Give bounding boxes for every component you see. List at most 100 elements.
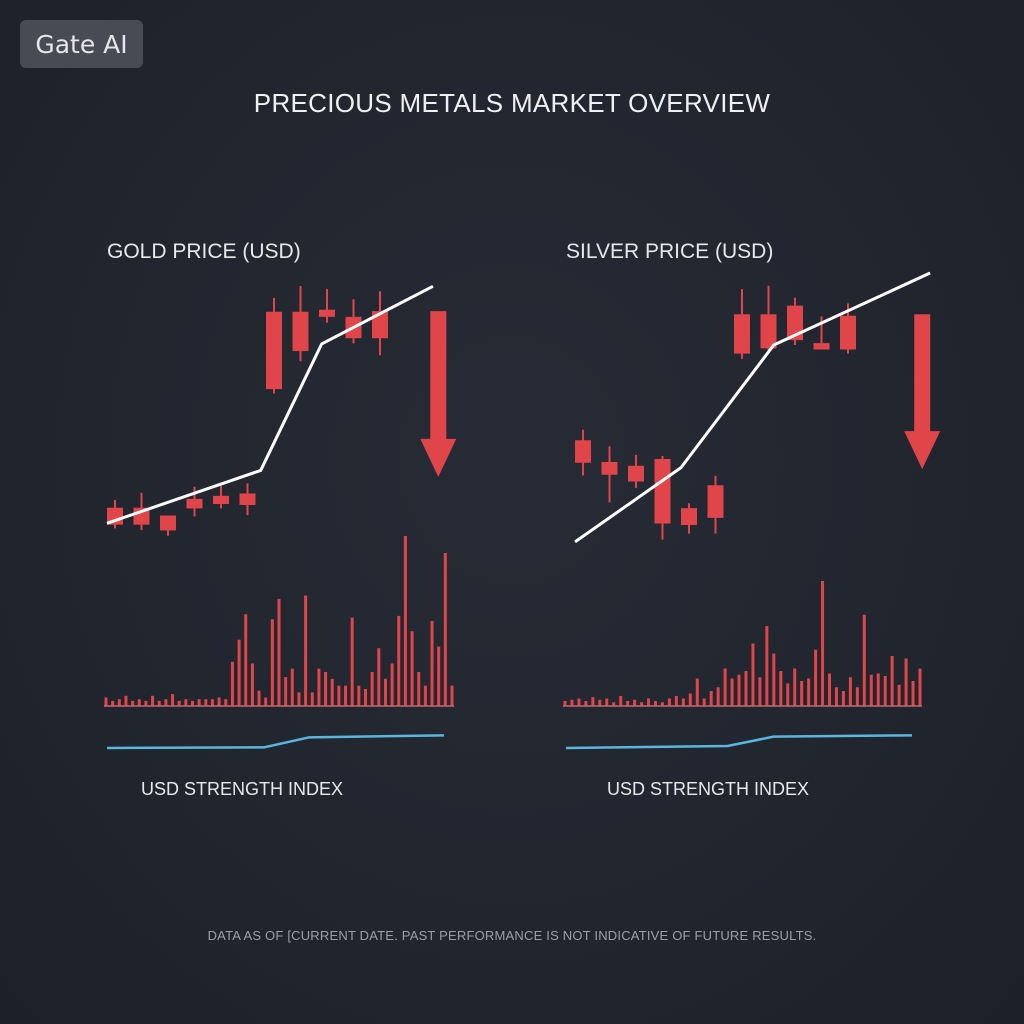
- volume-bar: [403, 536, 407, 706]
- volume-bar: [337, 685, 341, 706]
- volume-bar: [751, 643, 755, 706]
- volume-bar: [437, 646, 441, 706]
- volume-bar: [563, 701, 567, 706]
- candle-body: [160, 515, 176, 531]
- candle-body: [292, 311, 309, 352]
- volume-bar: [702, 698, 706, 706]
- volume-bar: [111, 700, 115, 706]
- volume-bar: [605, 698, 609, 706]
- volume-bar: [304, 595, 308, 706]
- candle-body: [239, 493, 256, 505]
- volume-bar: [667, 698, 671, 706]
- volume-bar: [647, 698, 651, 706]
- volume-bar: [230, 661, 234, 706]
- volume-bar: [277, 598, 281, 706]
- volume-bar: [383, 678, 387, 706]
- volume-bar: [772, 653, 776, 706]
- volume-bar: [709, 691, 713, 706]
- volume-bar: [184, 699, 188, 706]
- volume-bar: [177, 700, 181, 706]
- volume-bar: [828, 673, 832, 706]
- volume-bar: [765, 626, 769, 706]
- volume-bar: [911, 681, 915, 706]
- volume-bar: [730, 678, 734, 706]
- volume-bar: [821, 581, 825, 706]
- volume-bar: [834, 687, 838, 706]
- price-trend-line: [574, 271, 931, 544]
- candle-body: [840, 315, 856, 350]
- candle-body: [734, 314, 750, 354]
- volume-bar: [237, 639, 241, 706]
- volume-bar: [716, 687, 720, 706]
- candle-body: [213, 495, 229, 504]
- candle-body: [575, 440, 591, 463]
- volume-bar: [417, 672, 421, 706]
- volume-bar: [410, 631, 414, 706]
- volume-bar: [250, 663, 254, 706]
- volume-bar: [681, 698, 685, 706]
- candle-body: [266, 311, 282, 390]
- volume-bar: [423, 685, 427, 706]
- volume-bar: [217, 697, 221, 706]
- volume-bar: [800, 681, 804, 706]
- candle-body: [654, 459, 671, 524]
- volume-bar: [290, 668, 294, 706]
- volume-bar: [131, 700, 135, 706]
- volume-bar: [397, 615, 401, 706]
- volume-bar: [814, 649, 818, 706]
- volume-bar: [695, 678, 699, 706]
- volume-bar: [653, 701, 657, 706]
- volume-bar: [848, 677, 852, 706]
- volume-bar: [918, 668, 922, 706]
- volume-bar: [124, 695, 128, 706]
- volume-bar: [137, 699, 141, 706]
- price-trend-line: [106, 285, 434, 525]
- disclaimer-footnote: DATA AS OF [CURRENT DATE. PAST PERFORMAN…: [207, 928, 817, 943]
- volume-bar: [344, 685, 348, 706]
- chart-page-title: PRECIOUS METALS MARKET OVERVIEW: [253, 88, 771, 118]
- silver-chart-title: SILVER PRICE (USD): [566, 240, 774, 263]
- gate-ai-badge[interactable]: Gate AI: [20, 20, 143, 68]
- volume-bar: [619, 696, 623, 706]
- volume-bar: [758, 677, 762, 706]
- volume-bar: [297, 692, 301, 706]
- volume-bar: [164, 699, 168, 706]
- volume-bar: [191, 700, 194, 706]
- volume-bar: [897, 684, 901, 706]
- volume-bar: [779, 671, 783, 706]
- volume-bar: [737, 674, 741, 706]
- volume-bar: [577, 698, 581, 706]
- usd-strength-index-line: [106, 734, 445, 750]
- volume-bar: [257, 690, 261, 706]
- volume-bar: [841, 691, 845, 706]
- candle-body: [601, 462, 618, 475]
- volume-bar: [660, 702, 664, 706]
- down-arrow: [420, 311, 457, 477]
- volume-bar: [855, 687, 859, 706]
- volume-bar: [157, 700, 161, 706]
- gold-price-chart: [104, 285, 457, 750]
- volume-bar: [723, 668, 727, 706]
- volume-bar: [317, 668, 321, 706]
- volume-bar: [350, 617, 354, 706]
- volume-bar: [598, 699, 602, 706]
- candle-body: [319, 309, 335, 317]
- candle-body: [628, 465, 644, 482]
- down-arrow: [904, 314, 941, 470]
- candle-body: [372, 311, 388, 339]
- volume-bar: [364, 689, 367, 706]
- volume-bar: [570, 699, 574, 706]
- candle-body: [681, 508, 697, 525]
- volume-bar: [633, 699, 637, 706]
- volume-bar: [330, 678, 334, 706]
- volume-bar: [224, 699, 228, 706]
- volume-bar: [612, 702, 616, 706]
- gold-chart-title: GOLD PRICE (USD): [107, 240, 301, 263]
- volume-bar: [144, 700, 148, 706]
- volume-bar: [104, 697, 108, 706]
- volume-bar: [876, 673, 880, 706]
- volume-bar: [626, 701, 630, 706]
- volume-bar: [883, 676, 887, 706]
- volume-bar: [786, 683, 790, 706]
